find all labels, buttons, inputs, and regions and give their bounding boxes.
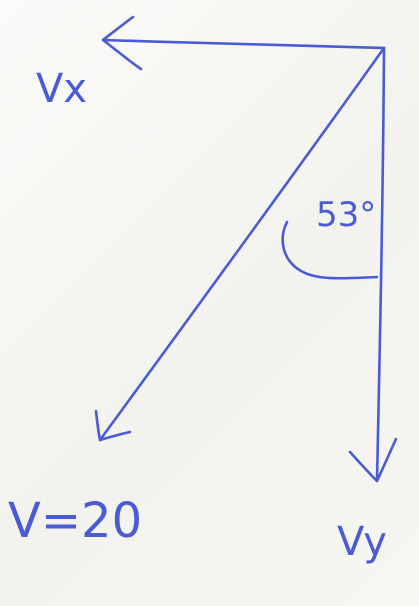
label-angle-53: 53° bbox=[316, 195, 376, 235]
vx-arrowhead bbox=[101, 15, 143, 71]
vector-vy bbox=[348, 46, 398, 483]
label-vy: Vy bbox=[337, 519, 387, 565]
v-arrowhead bbox=[94, 409, 132, 442]
vx-line bbox=[101, 38, 386, 50]
label-vx: Vx bbox=[36, 66, 87, 112]
vy-arrowhead bbox=[348, 437, 398, 483]
vector-v bbox=[94, 46, 386, 442]
vy-line bbox=[375, 46, 386, 483]
label-v-equals-20: V=20 bbox=[8, 493, 142, 549]
v-line bbox=[98, 46, 386, 442]
vector-vx bbox=[101, 15, 386, 71]
angle-arc bbox=[281, 220, 379, 280]
